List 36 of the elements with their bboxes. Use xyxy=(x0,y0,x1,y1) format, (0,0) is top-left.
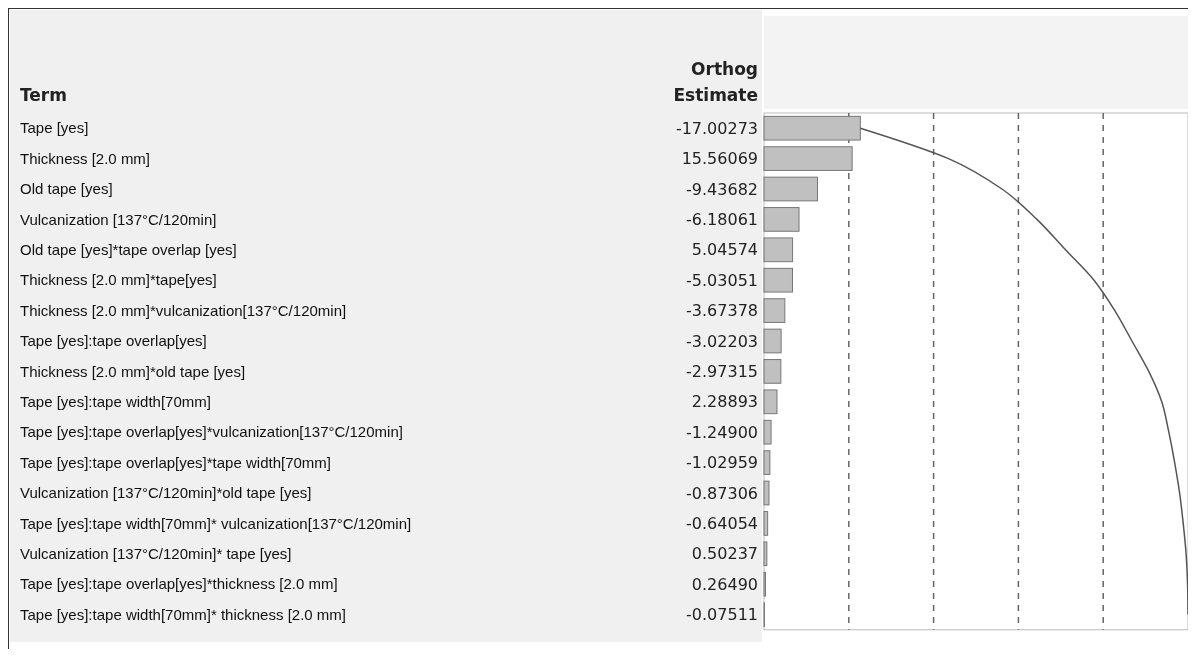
text: 0.26490 xyxy=(691,574,758,594)
y-tick-label: Thickness [2.0 mm]*old tape [yes] xyxy=(20,362,246,380)
y-tick-label: Tape [yes]:tape width[70mm]* vulcanization[137°C/120min] xyxy=(20,514,412,532)
y-tick-label: Tape [yes]:tape overlap[yes]*vulcanization[137°C/120min] xyxy=(20,423,403,441)
y-tick-label: Tape [yes]:tape width[70mm]* thickness [2.0 mm] xyxy=(20,605,346,623)
text: -17.00273 xyxy=(675,118,758,138)
text: -0.87306 xyxy=(686,483,758,503)
y-tick-label: Old tape [yes]*tape overlap [yes] xyxy=(20,241,237,259)
text: 15.56069 xyxy=(681,149,758,169)
y-tick-label: Vulcanization [137°C/120min]* tape [yes] xyxy=(20,545,292,563)
y-tick-label: Tape [yes]:tape overlap[yes]*thickness [2.0 mm] xyxy=(20,575,338,593)
y-tick-label: Thickness [2.0 mm]*tape[yes] xyxy=(20,271,217,289)
y-tick-label: Tape [yes]:tape width[70mm] xyxy=(20,393,211,411)
y-tick-label: Old tape [yes] xyxy=(20,180,113,198)
text: -2.97315 xyxy=(686,362,758,381)
text: 5.04574 xyxy=(691,240,758,260)
text: 0.50237 xyxy=(691,544,758,564)
text: -3.67378 xyxy=(686,301,758,321)
text: 2.28893 xyxy=(691,392,758,412)
y-tick-label: Thickness [2.0 mm]*vulcanization[137°C/120min] xyxy=(20,301,347,319)
x-axis-title: Orthog Estimate xyxy=(673,59,758,105)
y-tick-label: Thickness [2.0 mm] xyxy=(20,149,151,167)
text: -6.18061 xyxy=(686,210,758,229)
y-tick-label: Tape [yes]:tape overlap[yes]*tape width[70mm] xyxy=(20,453,332,471)
y-tick-label: Tape [yes] xyxy=(20,119,89,137)
text: -9.43682 xyxy=(686,179,758,199)
y-tick-label: Tape [yes]:tape overlap[yes] xyxy=(20,332,207,350)
text: -3.02203 xyxy=(686,331,758,351)
text: -0.07511 xyxy=(686,605,758,625)
text: -0.64054 xyxy=(686,514,758,533)
text: -5.03051 xyxy=(686,270,758,290)
y-axis-title: Term xyxy=(20,85,67,105)
text: -1.02959 xyxy=(686,453,758,473)
y-tick-label: Vulcanization [137°C/120min] xyxy=(20,210,217,228)
y-tick-label: Vulcanization [137°C/120min]*old tape [yes] xyxy=(20,484,312,502)
text: -1.24900 xyxy=(686,422,758,442)
